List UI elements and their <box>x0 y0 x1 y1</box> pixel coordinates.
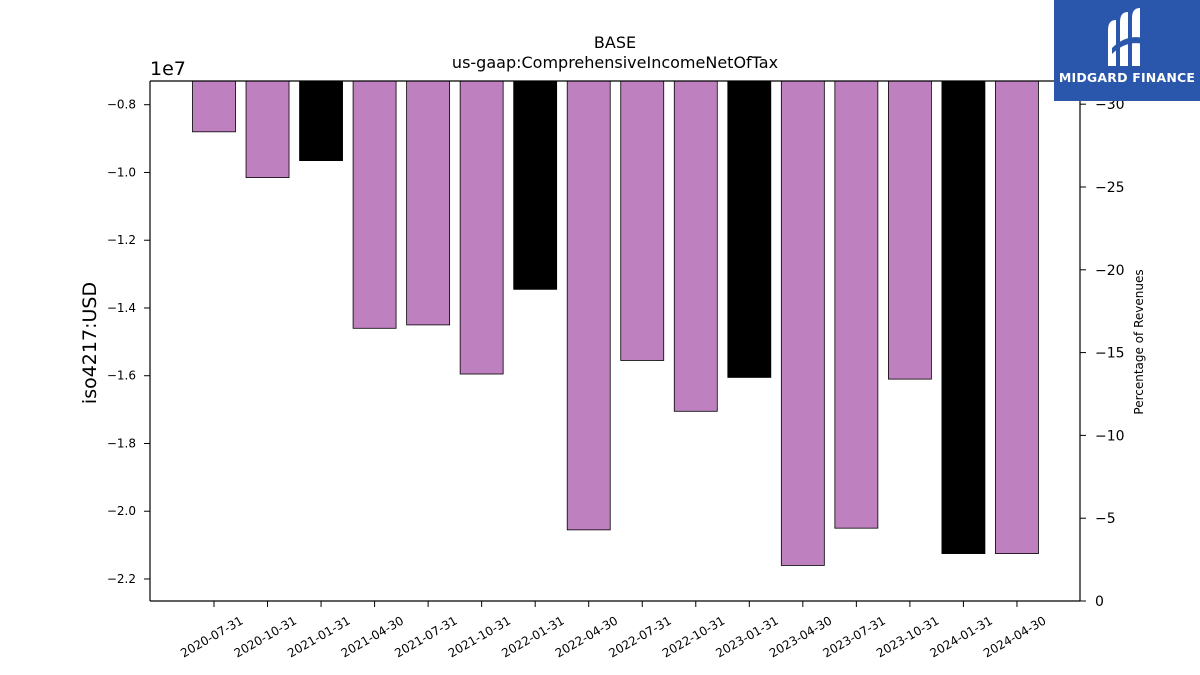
y2-tick-label: 0 <box>1095 594 1104 610</box>
y2-axis-label: Percentage of Revenues <box>1132 269 1146 414</box>
bar <box>673 80 718 412</box>
y-tick-label: −1.8 <box>107 436 136 450</box>
y-axis-label: iso4217:USD <box>79 282 101 404</box>
y-tick-label: −2.2 <box>107 572 136 586</box>
bar <box>620 80 665 361</box>
bars-group <box>192 80 1039 566</box>
midgard-logo-icon <box>1108 8 1144 66</box>
bar <box>245 80 290 178</box>
y2-tick-label: −5 <box>1095 511 1116 527</box>
y-tick-label: −1.2 <box>107 233 136 247</box>
y-tick-label: −2.0 <box>107 504 136 518</box>
y2-tick-label: −30 <box>1095 97 1125 113</box>
chart-title: BASE <box>594 33 636 52</box>
bar <box>566 80 611 531</box>
logo-text: MIDGARD FINANCE <box>1058 70 1196 85</box>
y2-tick-label: −20 <box>1095 263 1125 279</box>
y-tick-label: −1.6 <box>107 369 136 383</box>
chart-subtitle: us-gaap:ComprehensiveIncomeNetOfTax <box>452 53 778 72</box>
y2-tick-label: −10 <box>1095 428 1125 444</box>
bar <box>406 80 451 326</box>
bar <box>299 80 343 162</box>
midgard-finance-logo: MIDGARD FINANCE <box>1054 0 1200 101</box>
y-axis-offset-label: 1e7 <box>150 58 186 80</box>
y-tick-label: −1.4 <box>107 301 136 315</box>
x-axis-ticks: 2020-07-312020-10-312021-01-312021-04-30… <box>178 601 1048 660</box>
bar <box>459 80 504 375</box>
y-tick-label: −0.8 <box>107 98 136 112</box>
y2-tick-label: −25 <box>1095 180 1125 196</box>
y-axis-ticks: −0.8 −1.0 −1.2 −1.4 −1.6 −1.8 −2.0 −2.2 <box>107 98 150 586</box>
bar <box>834 80 879 529</box>
bar <box>727 80 772 378</box>
y2-axis-ticks: −30 −25 −20 −15 −10 −5 0 <box>1080 97 1125 610</box>
bar <box>513 80 558 290</box>
bar <box>352 80 397 329</box>
bar <box>192 80 236 133</box>
bar <box>780 80 825 566</box>
y2-tick-label: −15 <box>1095 346 1125 362</box>
bar <box>941 80 986 554</box>
bar <box>887 80 932 380</box>
bar <box>995 80 1039 554</box>
y-tick-label: −1.0 <box>107 165 136 179</box>
